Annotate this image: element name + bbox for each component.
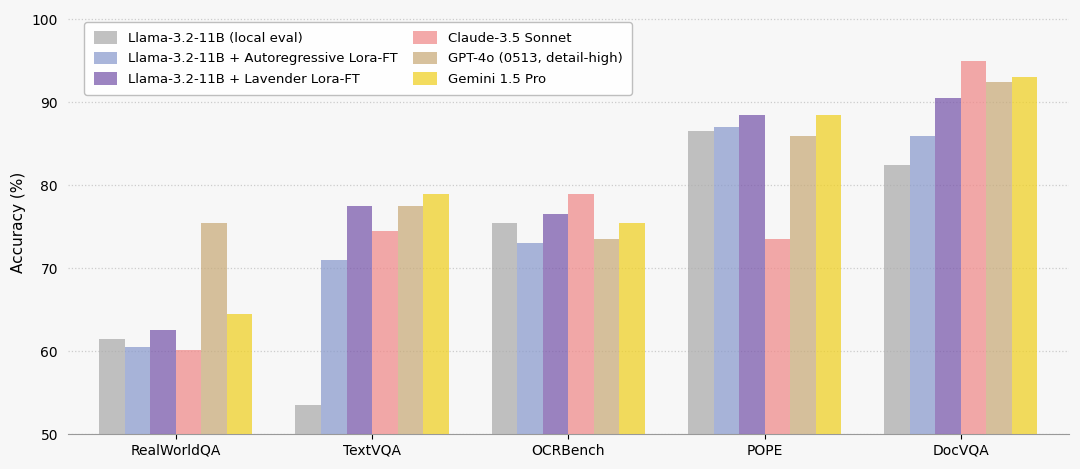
Bar (714, 127, 739, 434)
Bar (491, 223, 517, 434)
Bar (791, 136, 815, 434)
Bar (815, 115, 841, 434)
Bar (321, 260, 347, 434)
Bar (909, 136, 935, 434)
Bar (986, 82, 1012, 434)
Bar (201, 223, 227, 434)
Bar (372, 231, 397, 434)
Legend: Llama-3.2-11B (local eval), Llama-3.2-11B + Autoregressive Lora-FT, Llama-3.2-11: Llama-3.2-11B (local eval), Llama-3.2-11… (84, 22, 632, 95)
Bar (176, 349, 201, 434)
Bar (1012, 77, 1038, 434)
Bar (347, 206, 372, 434)
Bar (688, 131, 714, 434)
Bar (594, 239, 619, 434)
Y-axis label: Accuracy (%): Accuracy (%) (11, 172, 26, 273)
Bar (961, 61, 986, 434)
Bar (124, 347, 150, 434)
Bar (568, 194, 594, 434)
Bar (885, 165, 909, 434)
Bar (619, 223, 645, 434)
Bar (935, 98, 961, 434)
Bar (150, 331, 176, 434)
Bar (423, 194, 448, 434)
Bar (99, 339, 124, 434)
Bar (227, 314, 253, 434)
Bar (296, 405, 321, 434)
Bar (517, 243, 543, 434)
Bar (543, 214, 568, 434)
Bar (739, 115, 765, 434)
Bar (397, 206, 423, 434)
Bar (765, 239, 791, 434)
